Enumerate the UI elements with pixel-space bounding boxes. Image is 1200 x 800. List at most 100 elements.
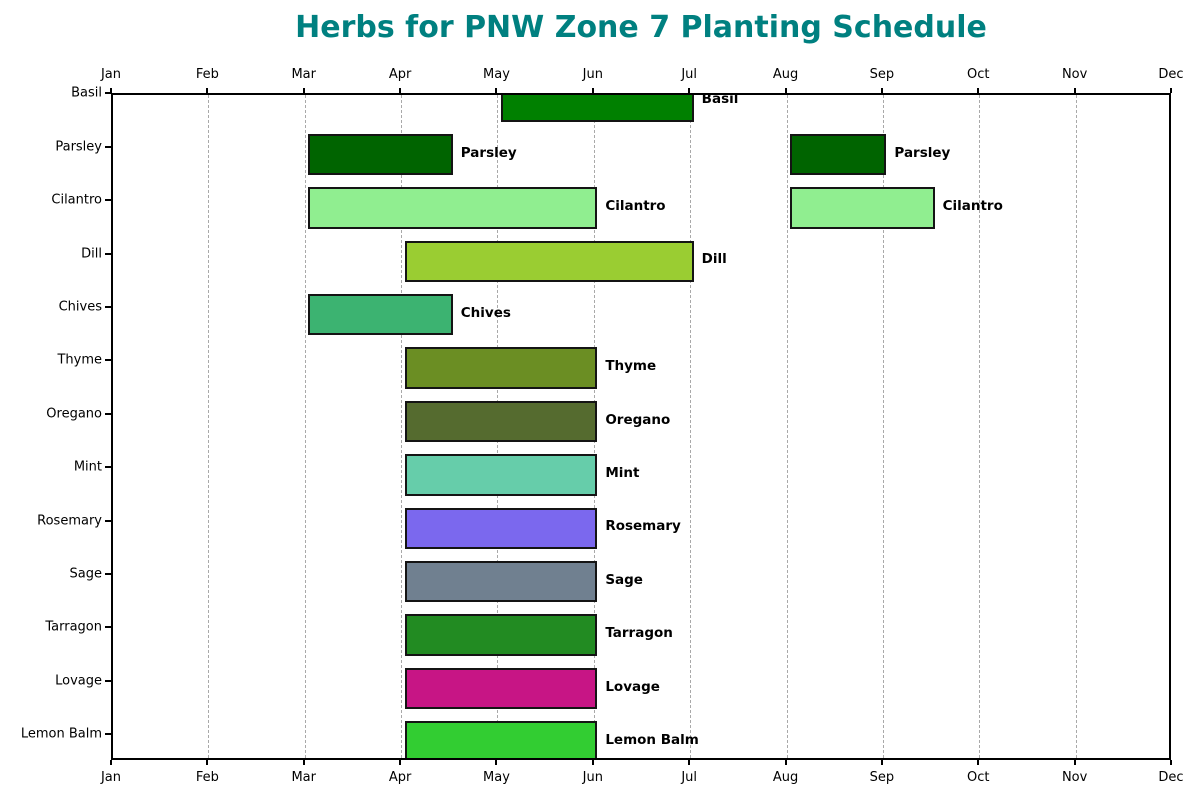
gantt-bar-oregano: [404, 400, 598, 443]
month-label-top-feb: Feb: [195, 67, 219, 82]
bar-label-tarragon: Tarragon: [605, 625, 673, 642]
month-gridline-apr: [401, 95, 403, 758]
x-tick-top: [1170, 88, 1172, 93]
gantt-bar-cilantro: [790, 187, 935, 229]
gantt-bar-lemon-balm: [404, 721, 598, 758]
gantt-bar-tarragon: [404, 614, 598, 656]
gantt-bar-chives: [308, 293, 453, 336]
month-gridline-mar: [304, 95, 306, 758]
gantt-bar-sage: [404, 560, 598, 603]
month-label-top-dec: Dec: [1158, 67, 1184, 82]
x-tick-top: [591, 88, 594, 93]
chart-title: Herbs for PNW Zone 7 Planting Schedule: [295, 10, 987, 45]
gantt-bar-parsley: [790, 133, 887, 176]
x-tick-bottom: [1073, 760, 1076, 765]
bar-label-lovage: Lovage: [605, 678, 660, 695]
x-tick-bottom: [1170, 760, 1172, 765]
x-tick-bottom: [110, 760, 112, 765]
y-tick: [105, 145, 111, 148]
bar-label-chives: Chives: [460, 304, 511, 321]
y-tick: [105, 412, 111, 415]
bar-label-cilantro: Cilantro: [942, 197, 1003, 214]
herb-row-label-dill: Dill: [81, 246, 102, 261]
y-tick: [105, 679, 111, 682]
x-tick-top: [495, 88, 498, 93]
month-gridline-jul: [690, 95, 692, 758]
month-label-bottom-jul: Jul: [681, 770, 698, 785]
herb-row-label-sage: Sage: [69, 566, 102, 582]
x-tick-top: [302, 88, 305, 93]
bar-label-oregano: Oregano: [605, 411, 671, 428]
month-gridline-sep: [882, 95, 884, 758]
month-label-top-jul: Jul: [681, 67, 698, 82]
x-tick-top: [784, 88, 787, 93]
month-label-bottom-sep: Sep: [869, 770, 895, 785]
bar-label-parsley: Parsley: [894, 144, 951, 161]
month-label-bottom-nov: Nov: [1061, 770, 1088, 785]
month-label-bottom-feb: Feb: [195, 770, 219, 785]
x-tick-top: [880, 88, 883, 93]
x-tick-bottom: [399, 760, 402, 765]
month-gridline-aug: [786, 95, 788, 758]
x-tick-top: [977, 88, 980, 93]
month-label-bottom-jan: Jan: [100, 770, 122, 785]
month-label-top-may: May: [483, 67, 510, 82]
herb-row-label-chives: Chives: [58, 299, 102, 315]
x-tick-top: [110, 88, 112, 93]
gantt-bar-thyme: [404, 347, 598, 389]
y-tick: [105, 199, 111, 202]
month-label-bottom-dec: Dec: [1158, 770, 1184, 785]
bar-label-thyme: Thyme: [605, 358, 657, 375]
month-label-top-oct: Oct: [967, 67, 990, 82]
herb-row-label-cilantro: Cilantro: [51, 192, 102, 208]
bar-label-parsley: Parsley: [460, 144, 517, 161]
month-label-bottom-jun: Jun: [582, 770, 603, 785]
x-tick-bottom: [206, 760, 209, 765]
bar-label-lemon-balm: Lemon Balm: [605, 731, 699, 748]
herb-row-label-parsley: Parsley: [55, 139, 102, 155]
x-tick-top: [1073, 88, 1076, 93]
herb-row-label-lemon-balm: Lemon Balm: [20, 726, 102, 742]
y-tick: [105, 572, 111, 575]
gantt-bar-basil: [500, 95, 694, 122]
gantt-bar-dill: [404, 240, 694, 283]
y-tick: [105, 305, 111, 308]
gantt-bar-cilantro: [308, 187, 598, 229]
month-label-bottom-aug: Aug: [772, 770, 799, 785]
month-label-bottom-oct: Oct: [967, 770, 990, 785]
x-tick-bottom: [591, 760, 594, 765]
x-tick-bottom: [302, 760, 305, 765]
herb-row-label-thyme: Thyme: [57, 352, 102, 368]
herb-row-label-mint: Mint: [73, 459, 102, 475]
x-tick-top: [399, 88, 402, 93]
bar-label-basil: Basil: [701, 91, 739, 108]
bar-label-sage: Sage: [605, 571, 643, 588]
month-label-bottom-apr: Apr: [388, 770, 412, 785]
x-tick-bottom: [784, 760, 787, 765]
x-tick-bottom: [495, 760, 498, 765]
bar-label-cilantro: Cilantro: [605, 197, 666, 214]
month-label-top-mar: Mar: [291, 67, 316, 82]
month-label-bottom-may: May: [483, 770, 510, 785]
gantt-bar-parsley: [308, 133, 453, 176]
month-label-top-sep: Sep: [869, 67, 895, 82]
month-gridline-nov: [1075, 95, 1077, 758]
plot-area: [111, 93, 1171, 760]
month-label-top-apr: Apr: [388, 67, 412, 82]
herb-row-label-rosemary: Rosemary: [37, 513, 102, 528]
y-tick: [105, 733, 111, 736]
bar-label-dill: Dill: [701, 251, 727, 268]
month-label-top-jan: Jan: [100, 67, 122, 82]
x-tick-bottom: [880, 760, 883, 765]
x-tick-bottom: [688, 760, 691, 765]
y-tick: [105, 92, 111, 95]
gantt-bar-mint: [404, 454, 598, 496]
month-label-top-jun: Jun: [582, 67, 603, 82]
month-label-bottom-mar: Mar: [291, 770, 316, 785]
y-tick: [105, 519, 111, 522]
month-gridline-feb: [208, 95, 210, 758]
y-tick: [105, 252, 111, 255]
herb-row-label-oregano: Oregano: [46, 406, 102, 422]
y-tick: [105, 466, 111, 469]
